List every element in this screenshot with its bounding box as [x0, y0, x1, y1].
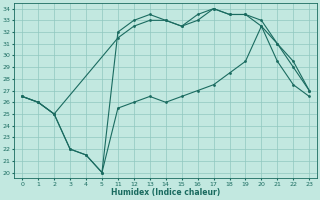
X-axis label: Humidex (Indice chaleur): Humidex (Indice chaleur): [111, 188, 220, 197]
